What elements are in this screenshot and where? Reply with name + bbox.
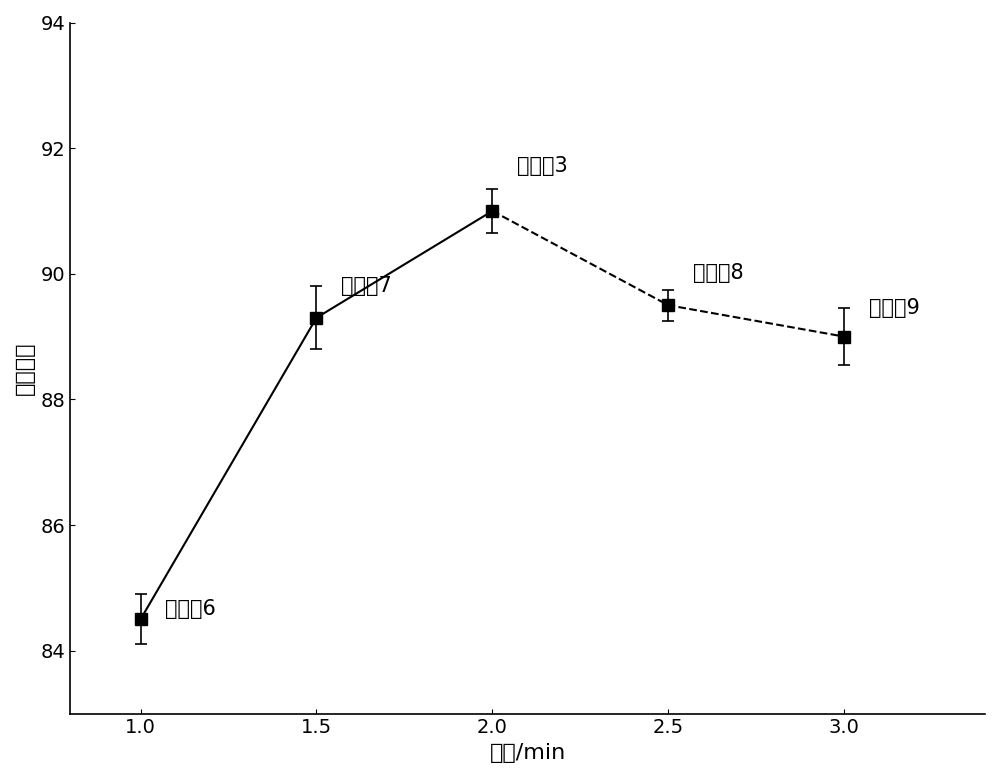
X-axis label: 时间/min: 时间/min: [489, 743, 566, 763]
Text: 实施例7: 实施例7: [341, 275, 392, 296]
Text: 实施例9: 实施例9: [869, 298, 920, 317]
Text: 实施例8: 实施例8: [693, 263, 744, 283]
Text: 实施例6: 实施例6: [165, 599, 216, 619]
Text: 实施例3: 实施例3: [517, 156, 568, 177]
Y-axis label: 感官评分: 感官评分: [15, 342, 35, 394]
